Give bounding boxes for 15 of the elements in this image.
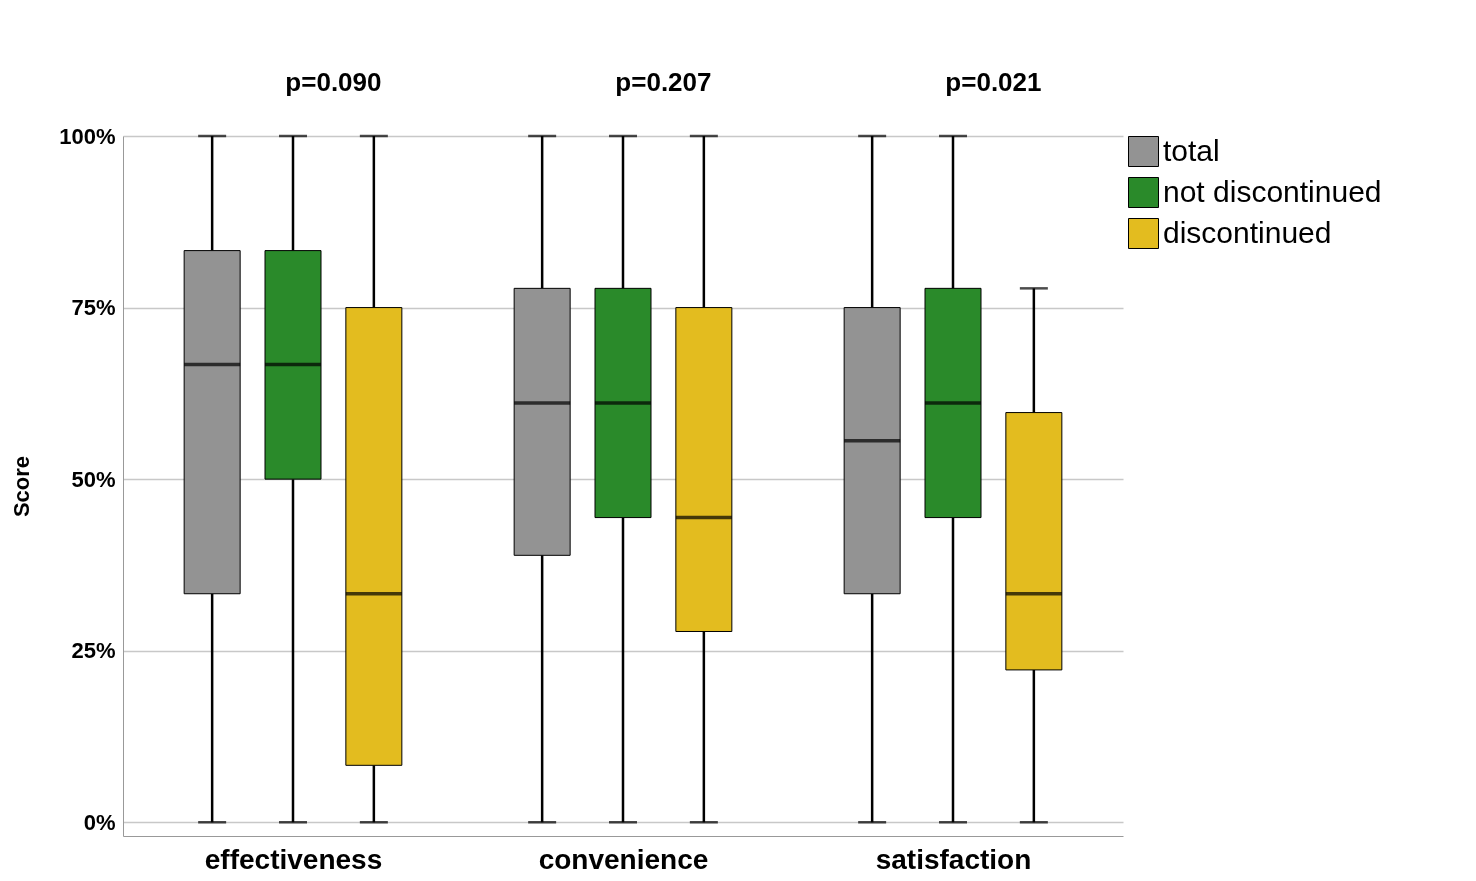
y-tick-label: 0% xyxy=(83,809,116,835)
x-tick-label: satisfaction xyxy=(875,843,1032,875)
y-tick-label: 50% xyxy=(71,466,116,492)
text: p=0.021 xyxy=(945,67,1042,97)
legend-label: discontinued xyxy=(1163,215,1332,249)
x-tick-label: effectiveness xyxy=(204,843,383,875)
legend-label: not discontinued xyxy=(1163,174,1382,208)
y-tick-label: 25% xyxy=(71,638,116,664)
x-tick-label: convenience xyxy=(538,843,709,875)
legend-label: total xyxy=(1163,133,1220,167)
text: p=0.090 xyxy=(285,67,382,97)
y-tick-label: 75% xyxy=(71,295,116,321)
text: p=0.207 xyxy=(615,67,712,97)
y-tick-label: 100% xyxy=(59,123,116,149)
y-axis-title: Score xyxy=(9,455,35,518)
